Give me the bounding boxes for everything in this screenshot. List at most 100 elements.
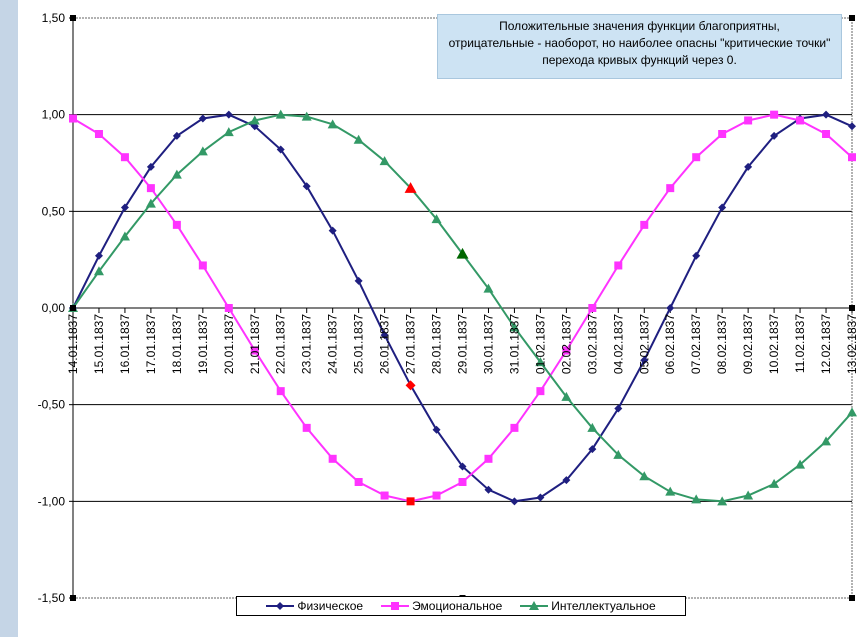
diamond-marker-icon: [266, 602, 295, 610]
data-point: [822, 130, 831, 138]
data-point: [198, 261, 207, 270]
legend-item-emotional: Эмоциональное: [381, 599, 502, 613]
legend: Физическое Эмоциональное Интеллектуально…: [236, 596, 686, 616]
selection-handle[interactable]: [70, 15, 76, 21]
data-point: [510, 423, 519, 432]
x-tick-label: 27.01.1837: [404, 314, 418, 374]
data-point: [94, 130, 103, 138]
data-point: [431, 214, 442, 224]
data-point: [301, 111, 312, 121]
selection-handle[interactable]: [70, 305, 76, 311]
data-point: [795, 459, 806, 469]
selection-handle[interactable]: [849, 15, 855, 21]
x-tick-label: 28.01.1837: [430, 314, 444, 374]
data-point: [224, 304, 233, 312]
series-lines: [68, 109, 857, 506]
data-point: [405, 380, 416, 391]
data-point: [614, 261, 623, 270]
data-point: [562, 476, 571, 485]
data-point: [536, 493, 545, 502]
y-tick-label: -1,50: [38, 591, 66, 605]
x-tick-label: 13.02.1837: [845, 314, 859, 374]
data-point: [119, 231, 130, 241]
data-point: [666, 304, 675, 312]
data-point: [380, 491, 389, 500]
data-point: [406, 497, 415, 506]
data-point: [588, 445, 597, 454]
data-point: [146, 162, 155, 171]
x-tick-label: 06.02.1837: [663, 314, 677, 374]
legend-label: Интеллектуальное: [551, 599, 656, 613]
series-1: [69, 110, 856, 506]
data-point: [379, 156, 390, 166]
x-tick-label: 10.02.1837: [767, 314, 781, 374]
data-point: [796, 116, 805, 125]
data-point: [588, 304, 597, 312]
data-point: [666, 184, 675, 193]
selection-handle[interactable]: [849, 305, 855, 311]
data-point: [718, 130, 727, 138]
series-0: [69, 110, 856, 506]
x-tick-label: 02.02.1837: [559, 314, 573, 374]
data-point: [354, 478, 363, 486]
data-point: [536, 387, 545, 396]
x-tick-label: 04.02.1837: [611, 314, 625, 374]
data-point: [120, 153, 129, 162]
legend-item-intellectual: Интеллектуальное: [520, 599, 656, 613]
data-point: [327, 119, 338, 129]
data-point: [380, 331, 389, 340]
data-point: [432, 491, 441, 500]
data-point: [665, 486, 676, 496]
x-tick-label: 03.02.1837: [585, 314, 599, 374]
data-point: [770, 110, 779, 119]
data-point: [821, 436, 832, 446]
data-point: [847, 407, 857, 417]
data-point: [93, 266, 104, 276]
data-point: [69, 114, 77, 123]
data-point: [691, 494, 702, 504]
data-point: [249, 115, 260, 125]
data-point: [275, 109, 286, 119]
square-marker-icon: [381, 602, 410, 610]
data-point: [146, 184, 155, 193]
x-tick-label: 25.01.1837: [352, 314, 366, 374]
data-point: [562, 346, 571, 355]
annotation-line: Положительные значения функции благоприя…: [499, 19, 780, 33]
selection-handle[interactable]: [70, 595, 76, 601]
x-tick-label: 31.01.1837: [507, 314, 521, 374]
data-point: [224, 110, 233, 119]
x-tick-label: 15.01.1837: [92, 314, 106, 374]
x-tick-label: 09.02.1837: [741, 314, 755, 374]
x-tick-label: 07.02.1837: [689, 314, 703, 374]
data-point: [276, 387, 285, 396]
data-point: [94, 251, 103, 260]
x-tick-label: 12.02.1837: [819, 314, 833, 374]
data-point: [770, 131, 779, 140]
data-point: [223, 127, 234, 137]
x-tick-label: 16.01.1837: [118, 314, 132, 374]
legend-label: Физическое: [297, 599, 364, 613]
x-tick-label: 20.01.1837: [222, 314, 236, 374]
data-point: [276, 145, 285, 154]
triangle-marker-icon: [520, 601, 549, 610]
x-tick-label: 17.01.1837: [144, 314, 158, 374]
data-point: [587, 422, 598, 432]
biorhythm-chart: 1,50 1,00 0,50 0,00 -0,50 -1,00 -1,50 14.01.18…: [38, 11, 859, 605]
data-point: [718, 203, 727, 212]
x-tick-label: 22.01.1837: [274, 314, 288, 374]
x-tick-label: 24.01.1837: [326, 314, 340, 374]
data-point: [458, 478, 467, 486]
data-point: [692, 251, 701, 260]
y-tick-label: 0,00: [42, 301, 66, 315]
data-point: [404, 182, 417, 193]
data-point: [171, 169, 182, 179]
data-point: [744, 162, 753, 171]
data-point: [484, 485, 493, 494]
data-point: [769, 478, 780, 488]
data-point: [744, 116, 753, 125]
selection-handle[interactable]: [849, 595, 855, 601]
annotation-line: перехода кривых функций через 0.: [542, 53, 737, 67]
x-tick-label: 11.02.1837: [793, 314, 807, 373]
data-point: [613, 449, 624, 459]
data-point: [743, 490, 754, 500]
